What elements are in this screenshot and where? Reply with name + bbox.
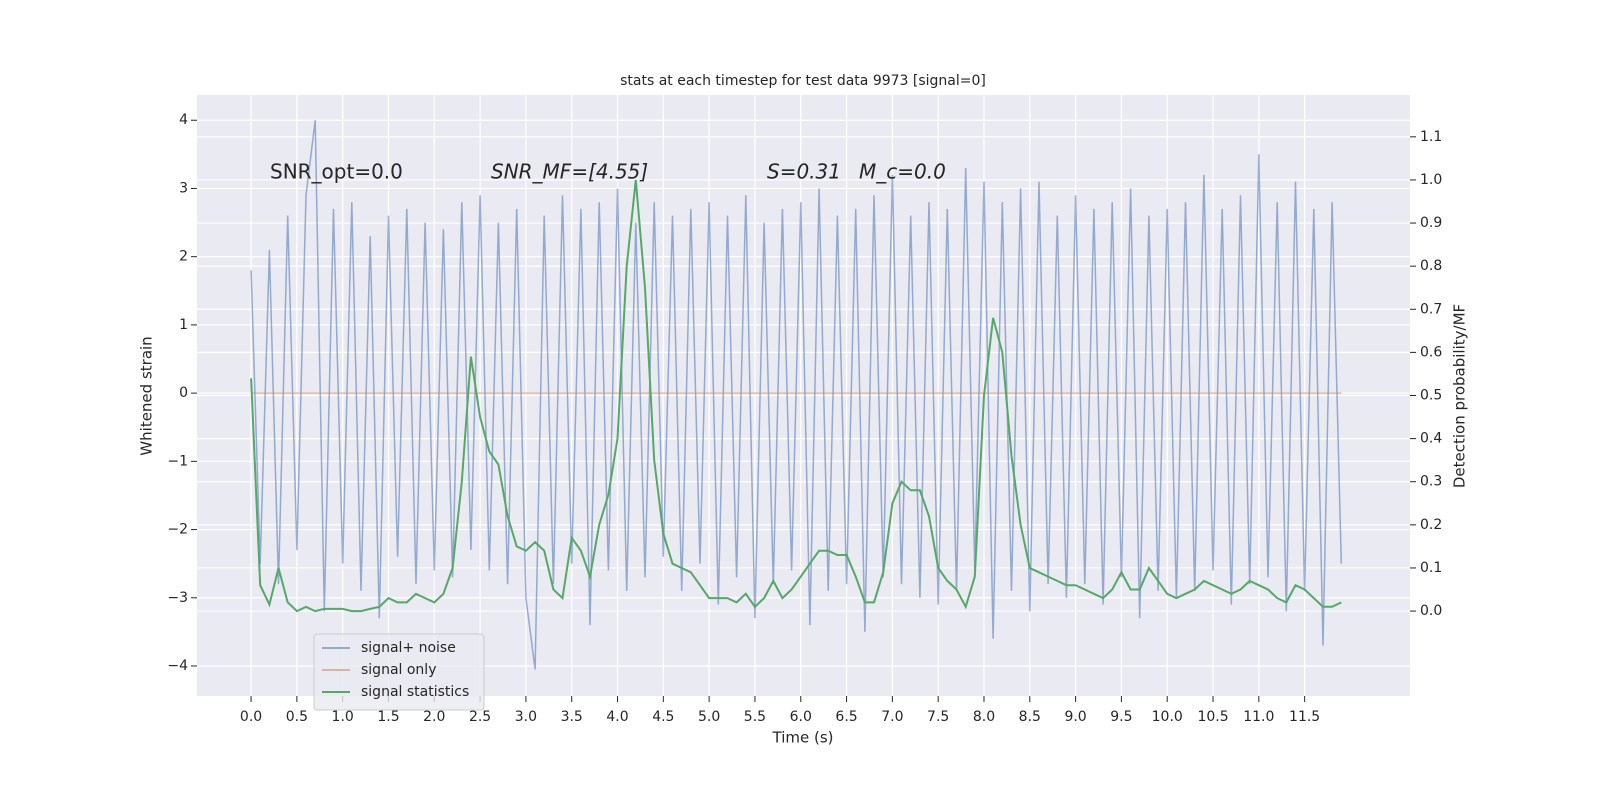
y2-tick-label: 0.8: [1420, 258, 1442, 274]
x-tick-label: 5.0: [698, 709, 720, 725]
legend-label: signal only: [361, 662, 436, 678]
x-tick-label: 0.5: [286, 709, 308, 725]
x-tick-label: 7.0: [881, 709, 903, 725]
y2-tick-label: 0.9: [1420, 215, 1442, 231]
x-tick-label: 6.0: [790, 709, 812, 725]
x-tick-label: 10.0: [1152, 709, 1183, 725]
x-tick-label: 8.5: [1019, 709, 1041, 725]
x-tick-label: 9.0: [1064, 709, 1086, 725]
y2-tick-label: 0.7: [1420, 301, 1442, 317]
y-tick-label: −1: [167, 453, 188, 469]
x-tick-label: 10.5: [1197, 709, 1228, 725]
x-tick-label: 2.5: [469, 709, 491, 725]
y-tick-label: 1: [179, 317, 188, 333]
y2-tick-label: 0.4: [1420, 431, 1442, 447]
legend-label: signal statistics: [361, 684, 469, 700]
y2-tick-label: 0.5: [1420, 388, 1442, 404]
series-line: [250, 179, 1342, 613]
chart-title: stats at each timestep for test data 997…: [620, 73, 986, 89]
y2-tick-label: 0.2: [1420, 517, 1442, 533]
x-tick-label: 4.5: [652, 709, 674, 725]
x-tick-label: 11.5: [1289, 709, 1320, 725]
x-tick-label: 3.0: [515, 709, 537, 725]
y-tick-label: −3: [167, 590, 188, 606]
x-axis-label: Time (s): [772, 729, 834, 747]
y2-axis-label: Detection probability/MF: [1451, 304, 1469, 488]
y-axis-label: Whitened strain: [138, 336, 156, 455]
annotation: SNR_MF=[4.55]: [491, 160, 648, 184]
x-tick-label: 1.0: [332, 709, 354, 725]
x-tick-label: 0.0: [240, 709, 262, 725]
x-tick-label: 8.0: [973, 709, 995, 725]
y-tick-label: −4: [167, 658, 188, 674]
x-tick-label: 9.5: [1110, 709, 1132, 725]
y2-tick-label: 0.0: [1420, 603, 1442, 619]
y2-tick-label: 0.1: [1420, 560, 1442, 576]
y-tick-label: 0: [179, 385, 188, 401]
legend-box: [313, 633, 485, 711]
y2-tick-label: 1.0: [1420, 172, 1442, 188]
legend-label: signal+ noise: [361, 640, 456, 656]
annotation: M_c=0.0: [859, 160, 946, 184]
x-tick-label: 2.0: [423, 709, 445, 725]
y-tick-label: 4: [179, 112, 188, 128]
y-tick-label: 3: [179, 180, 188, 196]
x-tick-label: 1.5: [377, 709, 399, 725]
x-tick-label: 7.5: [927, 709, 949, 725]
y2-tick-label: 1.1: [1420, 129, 1442, 145]
y-tick-label: −2: [167, 522, 188, 538]
annotation: SNR_opt=0.0: [270, 160, 403, 184]
y2-tick-label: 0.6: [1420, 344, 1442, 360]
x-tick-label: 6.5: [835, 709, 857, 725]
x-tick-label: 11.0: [1243, 709, 1274, 725]
y2-tick-label: 0.3: [1420, 474, 1442, 490]
x-tick-label: 5.5: [744, 709, 766, 725]
annotation: S=0.31: [767, 160, 841, 184]
y-tick-label: 2: [179, 249, 188, 265]
series-line: [250, 120, 1343, 670]
x-tick-label: 3.5: [561, 709, 583, 725]
x-tick-label: 4.0: [606, 709, 628, 725]
